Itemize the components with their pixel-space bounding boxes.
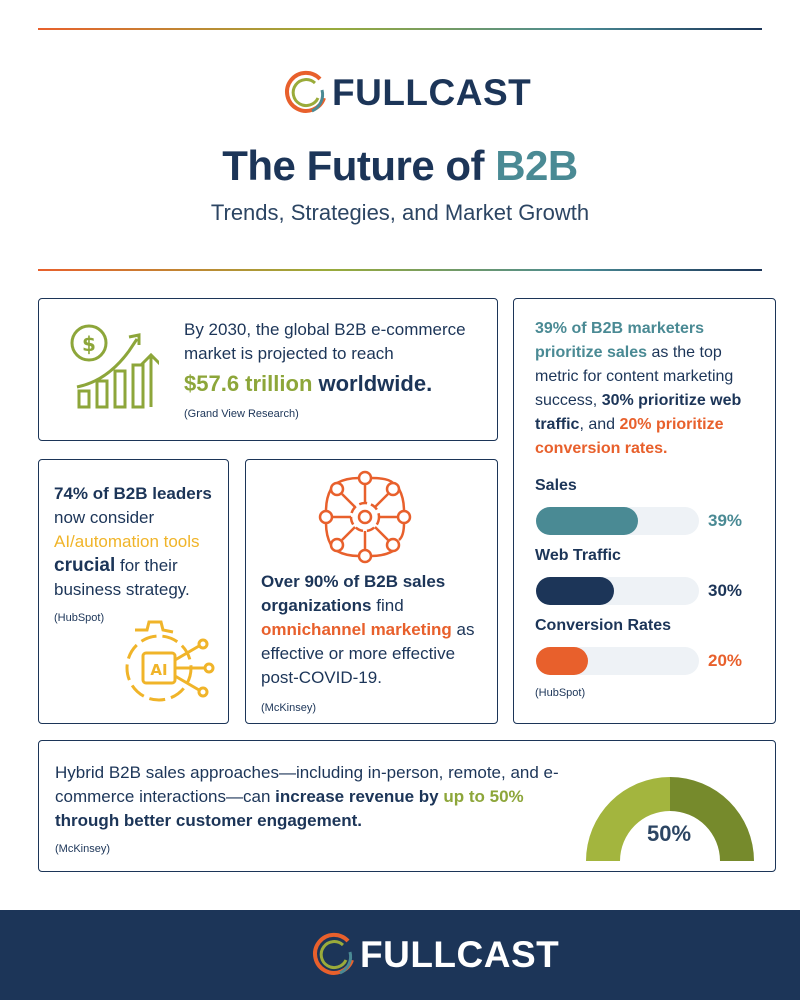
gauge-value-label: 50% xyxy=(646,821,692,846)
metrics-text-2: , and xyxy=(579,416,620,433)
market-size-suffix: worldwide. xyxy=(312,371,433,396)
ai-adoption-text-1: now consider xyxy=(54,508,155,527)
bar-fill-conversion-rates xyxy=(536,647,589,675)
gauge-left-segment xyxy=(586,777,670,861)
svg-text:$: $ xyxy=(82,332,96,356)
hybrid-text-1: Hybrid B2B sales approaches—including in… xyxy=(55,763,559,806)
ai-icon-label: AI xyxy=(150,661,167,679)
ai-gear-chip-icon: AI xyxy=(125,620,215,702)
metrics-source: (HubSpot) xyxy=(535,687,586,699)
omnichannel-source: (McKinsey) xyxy=(261,702,317,714)
ai-adoption-text-2: for their business strategy. xyxy=(54,556,190,599)
omnichannel-text: Over 90% of B2B sales organizations find… xyxy=(261,570,493,720)
omnichannel-text-2: as effective or more effective post-COVI… xyxy=(261,620,475,687)
omnichannel-text-1: find xyxy=(371,596,404,615)
bar-label-sales: Sales xyxy=(535,477,577,494)
metrics-conversion-highlight: 20% prioritize conversion rates. xyxy=(535,416,724,457)
hybrid-highlight: up to 50% xyxy=(443,787,524,806)
hybrid-source: (McKinsey) xyxy=(55,843,111,855)
market-size-text: By 2030, the global B2B e-commerce marke… xyxy=(184,318,489,426)
bar-track-web-traffic xyxy=(536,577,699,605)
omnichannel-card: Over 90% of B2B sales organizations find… xyxy=(245,459,498,724)
ai-tools-highlight: AI/automation tools xyxy=(54,532,200,551)
logo-wordmark: FULLCAST xyxy=(360,934,560,975)
marketing-metrics-card: 39% of B2B marketers prioritize sales as… xyxy=(513,298,776,724)
ai-adoption-source: (HubSpot) xyxy=(54,612,105,624)
footer-logo: FULLCAST xyxy=(310,932,559,978)
ai-crucial-word: crucial xyxy=(54,555,116,576)
fullcast-logo-icon xyxy=(285,70,326,113)
bar-label-web-traffic: Web Traffic xyxy=(535,547,621,564)
bar-track-sales xyxy=(536,507,699,535)
hybrid-sales-text: Hybrid B2B sales approaches—including in… xyxy=(55,761,575,861)
ai-adoption-percent: 74% of B2B leaders xyxy=(54,484,212,503)
ai-adoption-card: 74% of B2B leaders now consider AI/autom… xyxy=(38,459,229,724)
marketing-metrics-text: 39% of B2B marketers prioritize sales as… xyxy=(535,317,765,461)
hybrid-sales-card: Hybrid B2B sales approaches—including in… xyxy=(38,740,776,872)
gauge-right-segment xyxy=(670,777,754,861)
bar-value-sales: 39% xyxy=(708,511,743,530)
metrics-text-1: as the top metric for content marketing … xyxy=(535,344,734,409)
money-growth-chart-icon: $ xyxy=(70,324,159,409)
bar-label-conversion-rates: Conversion Rates xyxy=(535,617,672,634)
top-divider xyxy=(38,28,762,30)
market-size-card: $ By 2030, the global B2B e-commerce mar… xyxy=(38,298,498,441)
bar-value-conversion-rates: 20% xyxy=(708,651,743,670)
title-main: The Future of xyxy=(222,142,496,189)
market-size-value: $57.6 trillion worldwide. xyxy=(184,372,489,396)
title-accent: B2B xyxy=(495,142,578,189)
omnichannel-highlight: omnichannel marketing xyxy=(261,620,452,639)
market-size-source: (Grand View Research) xyxy=(184,408,299,420)
bar-track-conversion-rates xyxy=(536,647,699,675)
market-size-amount: $57.6 trillion xyxy=(184,371,313,396)
page-title: The Future of B2B xyxy=(0,142,800,190)
bar-fill-web-traffic xyxy=(536,577,615,605)
ai-adoption-text: 74% of B2B leaders now consider AI/autom… xyxy=(54,482,224,630)
page-subtitle: Trends, Strategies, and Market Growth xyxy=(210,200,590,225)
hybrid-bold-2: through better customer engagement. xyxy=(55,811,362,830)
header-logo: FULLCAST xyxy=(282,70,531,116)
bar-value-web-traffic: 30% xyxy=(708,581,743,600)
omnichannel-percent: Over 90% of B2B sales organizations xyxy=(261,572,446,615)
market-size-intro: By 2030, the global B2B e-commerce marke… xyxy=(184,320,466,363)
hybrid-bold-1: increase revenue by xyxy=(275,787,444,806)
mid-divider xyxy=(38,269,762,271)
revenue-gauge xyxy=(586,777,754,861)
logo-wordmark: FULLCAST xyxy=(332,72,532,113)
network-gear-icon xyxy=(318,470,412,564)
bar-fill-sales xyxy=(536,507,638,535)
footer-band xyxy=(0,910,800,1000)
metrics-web-highlight: 30% prioritize web traffic xyxy=(535,392,742,433)
fullcast-logo-icon xyxy=(313,932,354,975)
metrics-sales-highlight: 39% of B2B marketers prioritize sales xyxy=(535,320,704,361)
